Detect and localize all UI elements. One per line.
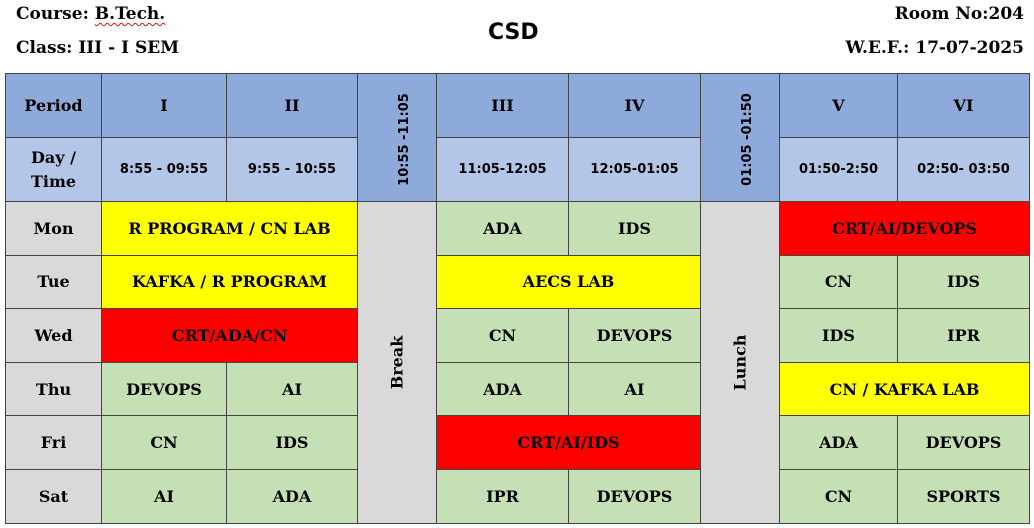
class-cell: AI [101, 468, 227, 524]
class-cell: DEVOPS [897, 415, 1030, 470]
class-cell: AI [226, 361, 358, 417]
timetable: Period I II 10:55 -11:05 III IV 01:05 -0… [5, 73, 1030, 524]
class-cell: ADA [436, 201, 569, 256]
day-label: Mon [5, 201, 102, 256]
class-cell: IDS [779, 308, 898, 363]
period-header: V [779, 73, 898, 138]
period-header: III [436, 73, 569, 138]
lunch-label: Lunch [730, 334, 750, 391]
break-time: 10:55 -11:05 [396, 93, 412, 186]
class-cell: R PROGRAM / CN LAB [101, 201, 358, 256]
class-cell: ADA [226, 468, 358, 524]
class-cell: CRT/ADA/CN [101, 308, 358, 363]
class-cell: IDS [568, 201, 701, 256]
class-cell: IDS [226, 415, 358, 470]
day-label: Fri [5, 415, 102, 470]
period-time: 02:50- 03:50 [897, 137, 1030, 202]
day-row-tue: Tue KAFKA / R PROGRAM AECS LAB CN IDS [5, 254, 1030, 310]
class-cell: DEVOPS [101, 361, 227, 417]
class-cell: IPR [897, 308, 1030, 363]
break-column: Break [357, 201, 437, 524]
class-cell: DEVOPS [568, 468, 701, 524]
class-cell: AI [568, 361, 701, 417]
class-cell: AECS LAB [436, 254, 701, 310]
day-label: Sat [5, 468, 102, 524]
class-cell: CRT/AI/IDS [436, 415, 701, 470]
class-cell: ADA [436, 361, 569, 417]
class-cell: CN [779, 254, 898, 310]
period-header: I [101, 73, 227, 138]
period-time: 9:55 - 10:55 [226, 137, 358, 202]
period-time: 01:50-2:50 [779, 137, 898, 202]
day-row-fri: Fri CN IDS CRT/AI/IDS ADA DEVOPS [5, 415, 1030, 470]
class-cell: CN [101, 415, 227, 470]
class-cell: CN / KAFKA LAB [779, 361, 1030, 417]
day-row-thu: Thu DEVOPS AI ADA AI CN / KAFKA LAB [5, 361, 1030, 417]
period-header: IV [568, 73, 701, 138]
class-info: Class: III - I SEM [16, 38, 180, 58]
class-cell: IDS [897, 254, 1030, 310]
room-number: Room No:204 [894, 4, 1024, 24]
period-time: 8:55 - 09:55 [101, 137, 227, 202]
effective-date: W.E.F.: 17-07-2025 [845, 38, 1024, 58]
period-header: VI [897, 73, 1030, 138]
course-info: Course: B.Tech. [16, 4, 165, 24]
break-label: Break [387, 335, 407, 390]
time-row: Day / Time 8:55 - 09:55 9:55 - 10:55 11:0… [5, 137, 1030, 202]
class-cell: DEVOPS [568, 308, 701, 363]
day-label: Tue [5, 254, 102, 310]
day-label: Thu [5, 361, 102, 417]
department-title: CSD [488, 20, 539, 45]
course-label: Course: [16, 4, 89, 24]
class-cell: CRT/AI/DEVOPS [779, 201, 1030, 256]
day-row-wed: Wed CRT/ADA/CN CN DEVOPS IDS IPR [5, 308, 1030, 363]
day-time-label-line1: Day / [31, 147, 76, 167]
lunch-time-cell: 01:05 -01:50 [700, 73, 780, 202]
day-row-mon: Mon R PROGRAM / CN LAB Break ADA IDS Lun… [5, 201, 1030, 524]
class-cell: CN [779, 468, 898, 524]
course-value: B.Tech. [94, 4, 166, 24]
class-cell: SPORTS [897, 468, 1030, 524]
lunch-time: 01:05 -01:50 [739, 93, 755, 186]
class-cell: ADA [779, 415, 898, 470]
lunch-column: Lunch [700, 201, 780, 524]
day-label: Wed [5, 308, 102, 363]
period-time: 11:05-12:05 [436, 137, 569, 202]
break-time-cell: 10:55 -11:05 [357, 73, 437, 202]
period-label: Period [5, 73, 102, 138]
day-time-label-line2: Time [30, 171, 77, 191]
class-cell: CN [436, 308, 569, 363]
period-row: Period I II 10:55 -11:05 III IV 01:05 -0… [5, 73, 1030, 202]
period-header: II [226, 73, 358, 138]
class-cell: IPR [436, 468, 569, 524]
period-time: 12:05-01:05 [568, 137, 701, 202]
day-time-label: Day / Time [5, 137, 102, 202]
day-row-sat: Sat AI ADA IPR DEVOPS CN SPORTS [5, 468, 1030, 524]
class-cell: KAFKA / R PROGRAM [101, 254, 358, 310]
